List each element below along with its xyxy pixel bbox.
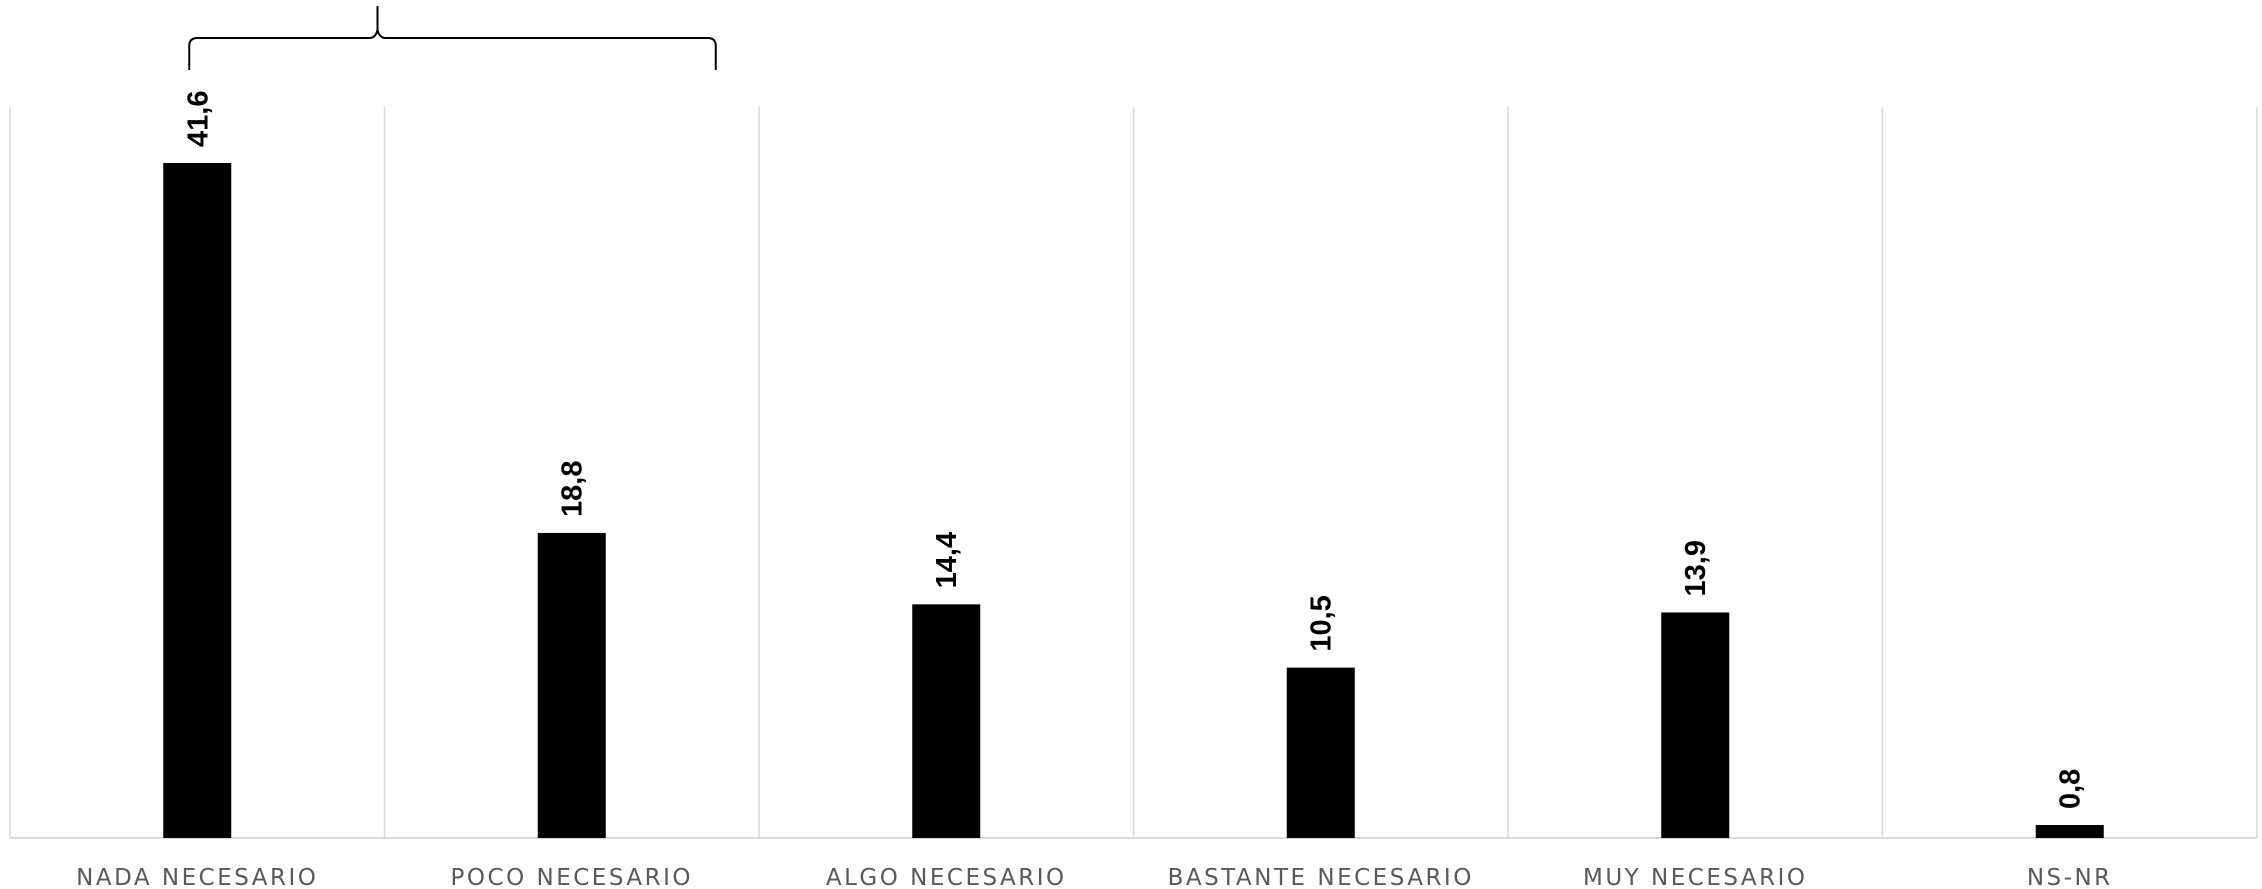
- bars: [163, 163, 2104, 838]
- category-separators: [9, 107, 2258, 838]
- data-labels: 41,6 18,8 14,4 10,5 13,9 0,8: [182, 91, 2087, 809]
- data-label: 18,8: [557, 460, 589, 516]
- data-label: 14,4: [931, 532, 963, 588]
- grouping-brace: [188, 6, 717, 70]
- bar: [912, 604, 981, 838]
- category-label: BASTANTE NECESARIO: [1168, 865, 1474, 889]
- bar: [1661, 612, 1730, 838]
- data-label: 0,8: [2055, 769, 2087, 809]
- data-label: 10,5: [1306, 595, 1338, 651]
- data-label: 13,9: [1680, 540, 1712, 596]
- bar: [2035, 825, 2104, 838]
- bar: [163, 163, 232, 838]
- category-label: POCO NECESARIO: [451, 865, 693, 889]
- category-label: NS-NR: [2027, 865, 2113, 889]
- bar: [1286, 667, 1355, 838]
- category-label: ALGO NECESARIO: [826, 865, 1067, 889]
- category-label: NADA NECESARIO: [76, 865, 318, 889]
- bar: [537, 532, 606, 838]
- category-label: MUY NECESARIO: [1583, 865, 1808, 889]
- data-label: 41,6: [182, 91, 214, 147]
- category-labels: NADA NECESARIO POCO NECESARIO ALGO NECESAR…: [76, 865, 2113, 889]
